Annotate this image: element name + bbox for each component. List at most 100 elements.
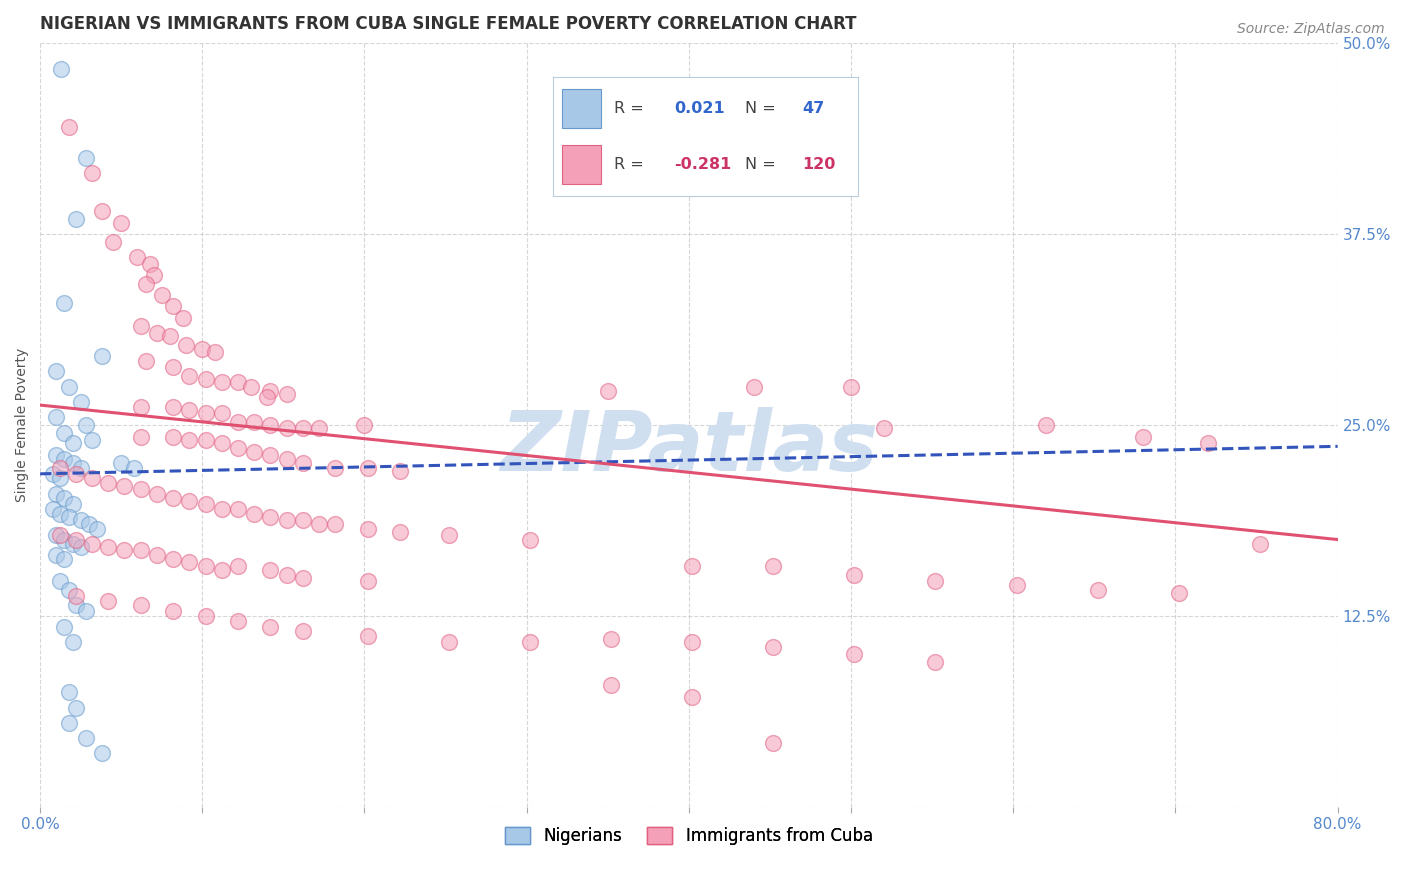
- Immigrants from Cuba: [204, 344, 226, 359]
- Nigerians: [48, 574, 70, 588]
- Immigrants from Cuba: [323, 460, 346, 475]
- Nigerians: [75, 604, 97, 618]
- Immigrants from Cuba: [211, 563, 233, 577]
- Immigrants from Cuba: [179, 434, 201, 448]
- Immigrants from Cuba: [226, 614, 249, 628]
- Immigrants from Cuba: [226, 375, 249, 389]
- Immigrants from Cuba: [308, 421, 330, 435]
- Nigerians: [69, 513, 91, 527]
- Nigerians: [90, 349, 112, 363]
- Immigrants from Cuba: [437, 635, 460, 649]
- Nigerians: [53, 620, 76, 634]
- Immigrants from Cuba: [101, 235, 124, 249]
- Nigerians: [75, 151, 97, 165]
- Immigrants from Cuba: [179, 369, 201, 384]
- Nigerians: [51, 62, 73, 76]
- Immigrants from Cuba: [129, 400, 152, 414]
- Nigerians: [90, 747, 112, 761]
- Immigrants from Cuba: [1197, 436, 1219, 450]
- Immigrants from Cuba: [129, 430, 152, 444]
- Immigrants from Cuba: [844, 647, 866, 661]
- Immigrants from Cuba: [1132, 430, 1154, 444]
- Immigrants from Cuba: [129, 543, 152, 558]
- Immigrants from Cuba: [114, 543, 136, 558]
- Immigrants from Cuba: [291, 571, 314, 585]
- Immigrants from Cuba: [211, 375, 233, 389]
- Nigerians: [62, 436, 84, 450]
- Immigrants from Cuba: [357, 460, 380, 475]
- Immigrants from Cuba: [80, 471, 103, 485]
- Immigrants from Cuba: [159, 329, 181, 343]
- Immigrants from Cuba: [259, 449, 281, 463]
- Immigrants from Cuba: [259, 417, 281, 432]
- Nigerians: [86, 522, 108, 536]
- Immigrants from Cuba: [194, 434, 217, 448]
- Immigrants from Cuba: [90, 204, 112, 219]
- Immigrants from Cuba: [80, 537, 103, 551]
- Immigrants from Cuba: [194, 609, 217, 624]
- Immigrants from Cuba: [357, 574, 380, 588]
- Immigrants from Cuba: [291, 421, 314, 435]
- Immigrants from Cuba: [924, 574, 946, 588]
- Immigrants from Cuba: [191, 342, 214, 356]
- Nigerians: [48, 471, 70, 485]
- Nigerians: [110, 456, 132, 470]
- Immigrants from Cuba: [276, 451, 298, 466]
- Immigrants from Cuba: [211, 436, 233, 450]
- Nigerians: [53, 295, 76, 310]
- Immigrants from Cuba: [276, 567, 298, 582]
- Immigrants from Cuba: [839, 380, 862, 394]
- Immigrants from Cuba: [97, 593, 120, 607]
- Immigrants from Cuba: [65, 589, 87, 603]
- Nigerians: [45, 449, 67, 463]
- Nigerians: [65, 700, 87, 714]
- Nigerians: [42, 502, 65, 516]
- Immigrants from Cuba: [127, 250, 149, 264]
- Nigerians: [75, 731, 97, 746]
- Immigrants from Cuba: [844, 567, 866, 582]
- Nigerians: [62, 537, 84, 551]
- Immigrants from Cuba: [1035, 417, 1057, 432]
- Nigerians: [62, 635, 84, 649]
- Nigerians: [45, 548, 67, 562]
- Immigrants from Cuba: [179, 402, 201, 417]
- Immigrants from Cuba: [226, 415, 249, 429]
- Text: NIGERIAN VS IMMIGRANTS FROM CUBA SINGLE FEMALE POVERTY CORRELATION CHART: NIGERIAN VS IMMIGRANTS FROM CUBA SINGLE …: [41, 15, 856, 33]
- Immigrants from Cuba: [600, 632, 623, 646]
- Immigrants from Cuba: [762, 558, 785, 573]
- Nigerians: [65, 599, 87, 613]
- Nigerians: [122, 460, 145, 475]
- Immigrants from Cuba: [146, 548, 169, 562]
- Immigrants from Cuba: [150, 288, 173, 302]
- Immigrants from Cuba: [162, 552, 184, 566]
- Immigrants from Cuba: [519, 635, 541, 649]
- Immigrants from Cuba: [357, 629, 380, 643]
- Immigrants from Cuba: [146, 326, 169, 341]
- Nigerians: [58, 380, 80, 394]
- Immigrants from Cuba: [681, 690, 703, 704]
- Nigerians: [69, 540, 91, 554]
- Immigrants from Cuba: [129, 482, 152, 496]
- Immigrants from Cuba: [194, 497, 217, 511]
- Nigerians: [45, 364, 67, 378]
- Immigrants from Cuba: [276, 421, 298, 435]
- Legend: Nigerians, Immigrants from Cuba: Nigerians, Immigrants from Cuba: [499, 821, 879, 852]
- Immigrants from Cuba: [142, 268, 165, 282]
- Immigrants from Cuba: [243, 415, 266, 429]
- Text: Source: ZipAtlas.com: Source: ZipAtlas.com: [1237, 22, 1385, 37]
- Immigrants from Cuba: [211, 502, 233, 516]
- Immigrants from Cuba: [194, 372, 217, 386]
- Immigrants from Cuba: [179, 556, 201, 570]
- Immigrants from Cuba: [681, 635, 703, 649]
- Immigrants from Cuba: [226, 441, 249, 455]
- Immigrants from Cuba: [129, 599, 152, 613]
- Immigrants from Cuba: [139, 257, 162, 271]
- Immigrants from Cuba: [239, 380, 262, 394]
- Immigrants from Cuba: [114, 479, 136, 493]
- Immigrants from Cuba: [762, 736, 785, 750]
- Immigrants from Cuba: [65, 533, 87, 547]
- Immigrants from Cuba: [194, 406, 217, 420]
- Immigrants from Cuba: [924, 655, 946, 669]
- Immigrants from Cuba: [291, 513, 314, 527]
- Immigrants from Cuba: [357, 522, 380, 536]
